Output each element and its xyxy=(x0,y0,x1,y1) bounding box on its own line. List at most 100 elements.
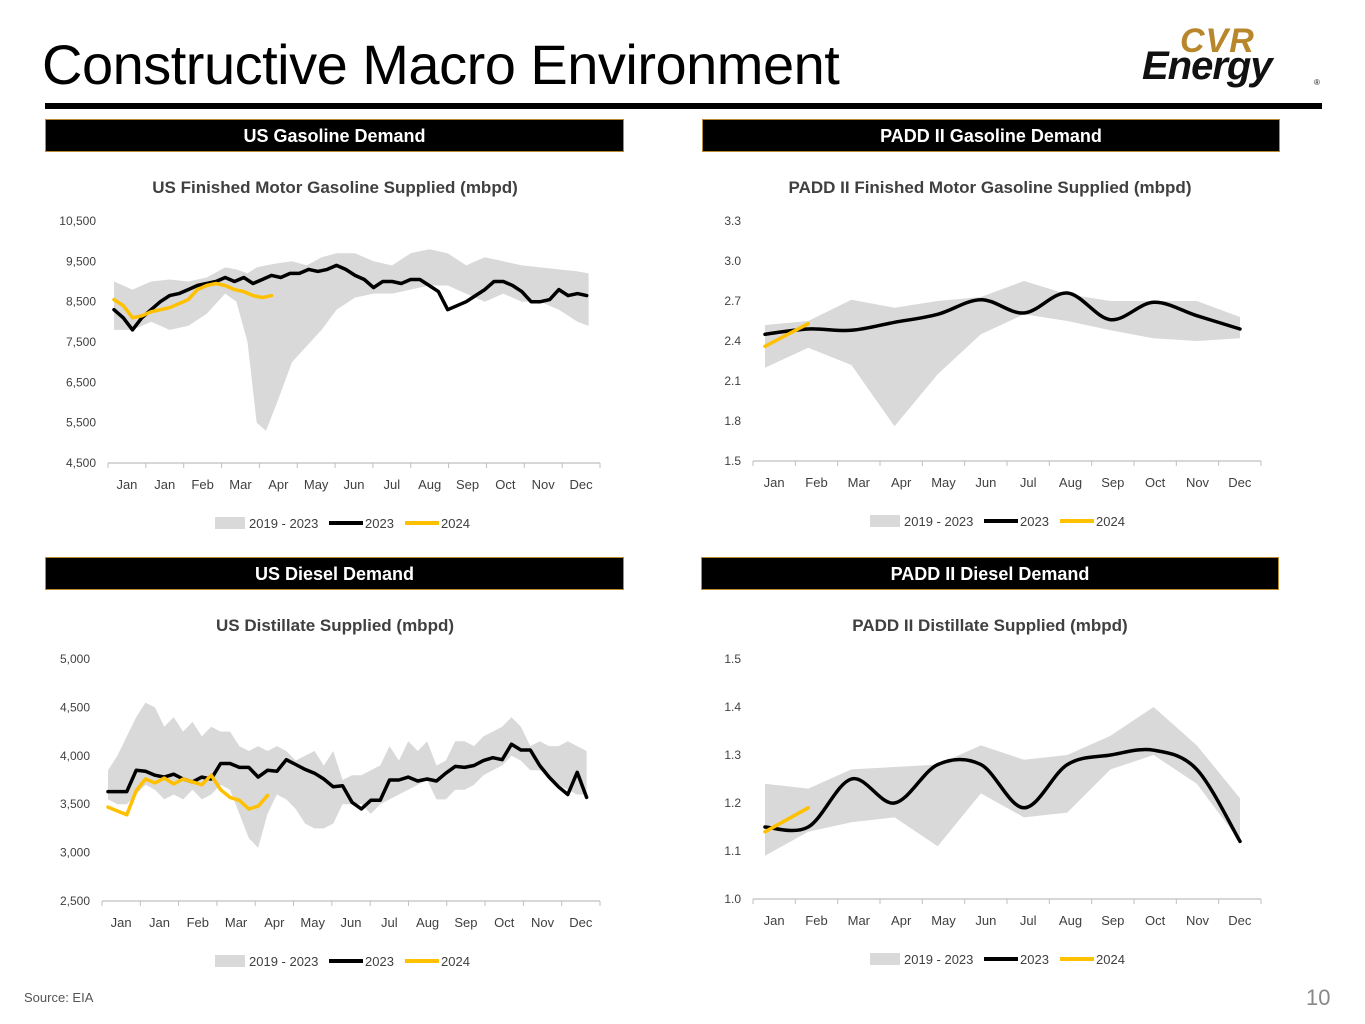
legend-label-2024: 2024 xyxy=(441,516,470,531)
x-tick-label: Dec xyxy=(1228,913,1252,928)
y-tick-label: 8,500 xyxy=(66,295,96,309)
chart-legend: 2019 - 2023 2023 2024 xyxy=(215,954,470,969)
y-tick-label: 5,500 xyxy=(66,416,96,430)
x-tick-label: Jun xyxy=(975,913,996,928)
legend-swatch-band xyxy=(870,953,900,965)
x-tick-label: Oct xyxy=(1145,475,1166,490)
legend-label-band: 2019 - 2023 xyxy=(904,952,973,967)
banner-padd-gasoline: PADD II Gasoline Demand xyxy=(702,119,1280,152)
x-tick-label: Feb xyxy=(805,475,827,490)
x-tick-label: Mar xyxy=(848,475,871,490)
y-tick-label: 3,000 xyxy=(60,846,90,860)
x-tick-label: Jul xyxy=(1020,913,1037,928)
range-band-2019-2023 xyxy=(114,249,589,431)
x-tick-label: Jun xyxy=(341,915,362,930)
x-tick-label: Jul xyxy=(1020,475,1037,490)
logo-cvr-text: CVR xyxy=(1180,22,1255,60)
source-note: Source: EIA xyxy=(24,990,94,1005)
legend-label-2023: 2023 xyxy=(1020,514,1049,529)
series-line-2024 xyxy=(763,806,810,834)
legend-swatch-band xyxy=(215,517,245,529)
x-tick-label: Jun xyxy=(344,477,365,492)
logo-energy-text: Energy xyxy=(1142,44,1273,88)
x-tick-label: Feb xyxy=(187,915,209,930)
x-tick-label: Aug xyxy=(1059,475,1082,490)
x-tick-label: May xyxy=(931,475,956,490)
series-line-2024 xyxy=(106,773,270,817)
x-tick-label: Sep xyxy=(454,915,477,930)
page-number: 10 xyxy=(1306,985,1331,1010)
chart-title: US Finished Motor Gasoline Supplied (mbp… xyxy=(152,178,518,197)
x-tick-label: Nov xyxy=(1186,913,1210,928)
legend-label-2023: 2023 xyxy=(365,516,394,531)
x-tick-label: Sep xyxy=(1101,913,1124,928)
x-tick-label: Apr xyxy=(891,913,912,928)
y-tick-label: 3,500 xyxy=(60,797,90,811)
chart-legend: 2019 - 2023 2023 2024 xyxy=(870,514,1125,529)
y-tick-label: 4,500 xyxy=(60,700,90,714)
x-tick-label: Jan xyxy=(764,475,785,490)
x-tick-label: Apr xyxy=(264,915,285,930)
x-tick-label: Jan xyxy=(154,477,175,492)
banner-us-gasoline: US Gasoline Demand xyxy=(45,119,624,152)
y-tick-label: 1.0 xyxy=(724,892,741,906)
x-tick-label: Sep xyxy=(456,477,479,492)
legend-label-2024: 2024 xyxy=(441,954,470,969)
y-tick-label: 2.4 xyxy=(724,334,741,348)
x-tick-label: Nov xyxy=(531,915,555,930)
x-tick-label: Dec xyxy=(570,477,594,492)
y-tick-label: 1.5 xyxy=(724,454,741,468)
padd-gasoline-chart: PADD II Finished Motor Gasoline Supplied… xyxy=(724,178,1262,529)
y-tick-label: 2.1 xyxy=(724,374,741,388)
x-tick-label: Aug xyxy=(418,477,441,492)
page-title: Constructive Macro Environment xyxy=(42,33,840,96)
series-line-2024 xyxy=(112,281,274,320)
x-tick-label: Jan xyxy=(764,913,785,928)
x-tick-label: Apr xyxy=(268,477,289,492)
x-tick-label: Sep xyxy=(1101,475,1124,490)
chart-legend: 2019 - 2023 2023 2024 xyxy=(870,952,1125,967)
legend-swatch-band xyxy=(215,955,245,967)
legend-label-band: 2019 - 2023 xyxy=(249,954,318,969)
range-band-2019-2023 xyxy=(108,702,587,848)
legend-swatch-band xyxy=(870,515,900,527)
y-tick-label: 3.0 xyxy=(724,254,741,268)
y-tick-label: 1.4 xyxy=(724,700,741,714)
x-tick-label: Oct xyxy=(494,915,515,930)
x-tick-label: Jul xyxy=(384,477,401,492)
us-diesel-chart: US Distillate Supplied (mbpd) 2,500 3,000 3… xyxy=(60,616,601,969)
banner-us-diesel: US Diesel Demand xyxy=(45,557,624,590)
x-tick-label: Apr xyxy=(891,475,912,490)
legend-label-2023: 2023 xyxy=(365,954,394,969)
x-tick-label: Jan xyxy=(116,477,137,492)
y-tick-label: 2,500 xyxy=(60,894,90,908)
x-tick-label: Jan xyxy=(149,915,170,930)
legend-label-2024: 2024 xyxy=(1096,952,1125,967)
range-band-2019-2023 xyxy=(765,707,1240,856)
y-tick-label: 1.8 xyxy=(724,414,741,428)
x-tick-label: Aug xyxy=(1059,913,1082,928)
legend-label-2024: 2024 xyxy=(1096,514,1125,529)
x-tick-label: Mar xyxy=(225,915,248,930)
y-tick-label: 10,500 xyxy=(59,214,96,228)
x-tick-label: Feb xyxy=(191,477,213,492)
x-tick-label: Dec xyxy=(1228,475,1252,490)
x-tick-label: May xyxy=(300,915,325,930)
legend-label-2023: 2023 xyxy=(1020,952,1049,967)
x-tick-label: May xyxy=(304,477,329,492)
chart-title: US Distillate Supplied (mbpd) xyxy=(216,616,454,635)
x-tick-label: Oct xyxy=(495,477,516,492)
x-tick-label: Mar xyxy=(848,913,871,928)
legend-label-band: 2019 - 2023 xyxy=(904,514,973,529)
chart-title: PADD II Distillate Supplied (mbpd) xyxy=(852,616,1127,635)
series-line-2023 xyxy=(763,291,1242,337)
y-tick-label: 3.3 xyxy=(724,214,741,228)
padd-diesel-chart: PADD II Distillate Supplied (mbpd) 1.0 1.1… xyxy=(724,616,1262,967)
y-tick-label: 4,500 xyxy=(66,456,96,470)
banner-padd-diesel: PADD II Diesel Demand xyxy=(701,557,1279,590)
x-tick-label: Jun xyxy=(975,475,996,490)
y-tick-label: 1.3 xyxy=(724,748,741,762)
y-tick-label: 1.5 xyxy=(724,652,741,666)
y-tick-label: 7,500 xyxy=(66,335,96,349)
y-tick-label: 2.7 xyxy=(724,294,741,308)
